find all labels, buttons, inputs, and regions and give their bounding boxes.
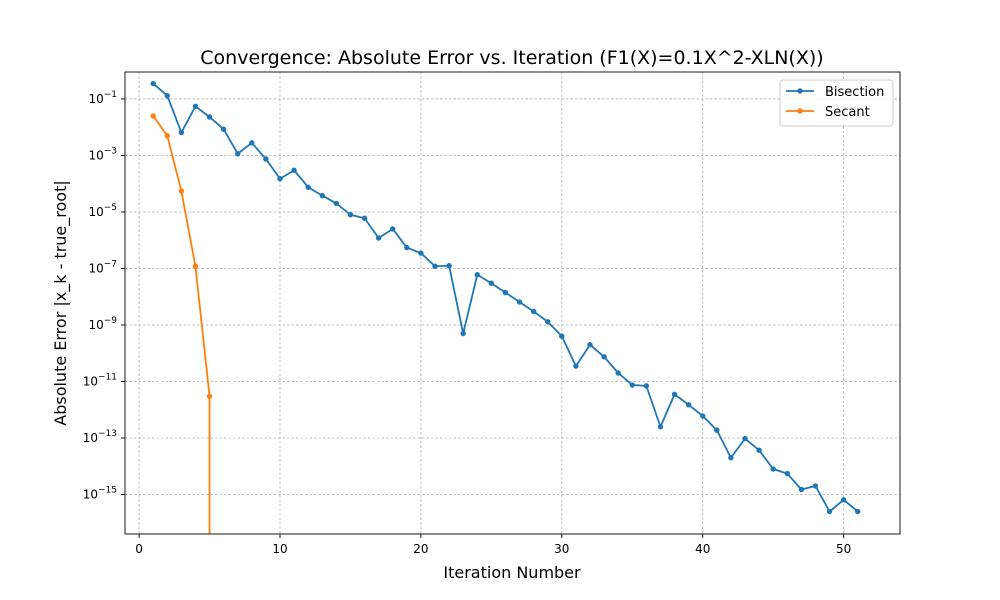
y-tick-label: 10−3 [88,146,117,162]
data-point-bisection [418,250,424,256]
data-point-bisection [742,435,748,442]
y-tick-label: 10−7 [88,259,117,275]
data-point-secant [206,393,213,399]
tick-layer: 0 10 20 30 40 50 10−1 10−3 10−5 10−7 10−9 10−11 10−1… [83,90,852,556]
legend-label-secant: Secant [825,105,870,120]
data-point-bisection [488,280,495,286]
y-tick-label: 10−1 [88,90,117,106]
grid-layer [125,72,900,534]
data-point-bisection [629,382,635,388]
data-point-bisection [446,263,452,269]
data-point-bisection [164,93,170,99]
data-point-bisection [432,263,438,269]
data-point-bisection [192,103,199,109]
data-point-secant [164,133,170,139]
data-point-bisection [460,330,466,337]
data-point-bisection [347,212,354,218]
chart-title: Convergence: Absolute Error vs. Iteratio… [200,47,823,69]
data-point-bisection [855,508,861,515]
y-tick-label: 10−15 [83,486,117,502]
data-point-bisection [277,176,283,182]
data-point-bisection [305,184,311,190]
data-point-bisection [291,167,297,173]
data-point-bisection [249,140,255,146]
data-point-bisection [615,370,621,376]
y-axis-label: Absolute Error |x_k - true_root| [51,180,71,425]
data-point-bisection [263,156,269,162]
data-point-bisection [798,486,805,493]
x-tick-label: 10 [272,542,287,556]
data-point-bisection [474,272,480,278]
legend: Bisection Secant [779,79,894,127]
data-point-bisection [714,427,720,433]
data-point-bisection [685,402,692,408]
data-point-bisection [333,200,340,207]
data-point-bisection [206,114,213,120]
x-tick-label: 30 [554,542,569,556]
data-point-bisection [840,497,847,503]
data-point-bisection [559,333,565,339]
data-point-bisection [502,289,509,296]
series-layer [150,80,861,534]
data-point-bisection [404,244,410,251]
data-point-secant [178,188,185,194]
data-point-bisection [390,226,396,232]
plot-area-frame [124,71,901,535]
data-point-bisection [643,383,650,389]
legend-label-bisection: Bisection [825,85,884,100]
x-tick-label: 0 [135,542,143,556]
data-point-bisection [826,508,833,515]
legend-marker-bisection [797,88,803,94]
y-tick-label: 10−11 [83,372,117,388]
x-axis-label: Iteration Number [443,563,581,582]
data-point-bisection [812,483,819,489]
data-point-bisection [657,424,664,430]
x-tick-label: 40 [695,542,710,556]
data-point-bisection [361,215,368,221]
x-tick-label: 50 [836,542,851,556]
data-point-bisection [220,126,227,132]
data-point-bisection [545,319,551,325]
data-point-bisection [573,363,579,369]
data-point-bisection [756,447,762,453]
data-point-bisection [375,235,382,241]
series-line-secant [152,115,211,534]
data-point-bisection [178,129,185,136]
data-point-bisection [601,354,607,360]
legend-marker-secant [797,108,803,114]
data-point-bisection [516,299,523,305]
data-point-bisection [784,470,790,477]
y-tick-label: 10−5 [88,203,117,219]
x-tick-label: 20 [413,542,428,556]
data-point-bisection [671,391,678,398]
data-point-bisection [235,151,241,157]
data-point-bisection [700,413,706,419]
y-tick-label: 10−9 [88,316,117,332]
data-point-bisection [587,342,593,348]
data-point-bisection [150,80,156,87]
data-point-secant [192,263,199,269]
data-point-bisection [728,455,734,461]
y-tick-label: 10−13 [83,429,117,445]
data-point-bisection [770,466,776,472]
data-point-secant [150,113,156,119]
data-point-bisection [530,308,537,315]
data-point-bisection [319,192,325,199]
